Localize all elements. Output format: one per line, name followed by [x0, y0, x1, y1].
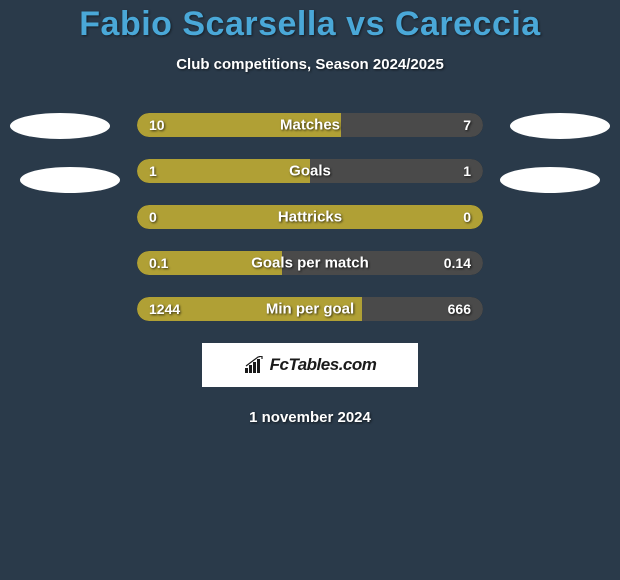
- stat-label: Goals: [289, 163, 331, 180]
- stat-label: Matches: [280, 117, 340, 134]
- bar-right: [310, 159, 483, 183]
- stat-value-left: 10: [149, 117, 165, 133]
- bar-container: Goals 1 1: [137, 159, 483, 183]
- logo-box[interactable]: FcTables.com: [202, 343, 418, 387]
- page-title: Fabio Scarsella vs Careccia: [0, 5, 620, 44]
- stat-row: Hattricks 0 0: [0, 205, 620, 229]
- stat-label: Goals per match: [251, 255, 369, 272]
- stat-value-left: 1: [149, 163, 157, 179]
- subtitle: Club competitions, Season 2024/2025: [0, 56, 620, 73]
- bar-right: [341, 113, 483, 137]
- stat-value-right: 1: [463, 163, 471, 179]
- stat-value-right: 666: [448, 301, 471, 317]
- stat-label: Min per goal: [266, 301, 354, 318]
- bar-container: Goals per match 0.1 0.14: [137, 251, 483, 275]
- stat-label: Hattricks: [278, 209, 342, 226]
- stat-row: Matches 10 7: [0, 113, 620, 137]
- comparison-widget: Fabio Scarsella vs Careccia Club competi…: [0, 0, 620, 426]
- logo-text: FcTables.com: [270, 355, 377, 375]
- bar-left: [137, 159, 310, 183]
- bar-container: Matches 10 7: [137, 113, 483, 137]
- stat-value-left: 0: [149, 209, 157, 225]
- stat-value-right: 0: [463, 209, 471, 225]
- stat-value-right: 0.14: [444, 255, 471, 271]
- stat-row: Goals per match 0.1 0.14: [0, 251, 620, 275]
- stat-value-left: 0.1: [149, 255, 168, 271]
- stat-row: Min per goal 1244 666: [0, 297, 620, 321]
- stats-rows: Matches 10 7 Goals 1 1 Hattricks 0 0 Goals per ma…: [0, 113, 620, 321]
- stat-value-left: 1244: [149, 301, 180, 317]
- stat-row: Goals 1 1: [0, 159, 620, 183]
- stat-value-right: 7: [463, 117, 471, 133]
- chart-icon: [244, 356, 266, 374]
- bar-container: Hattricks 0 0: [137, 205, 483, 229]
- bar-container: Min per goal 1244 666: [137, 297, 483, 321]
- date-label: 1 november 2024: [0, 409, 620, 426]
